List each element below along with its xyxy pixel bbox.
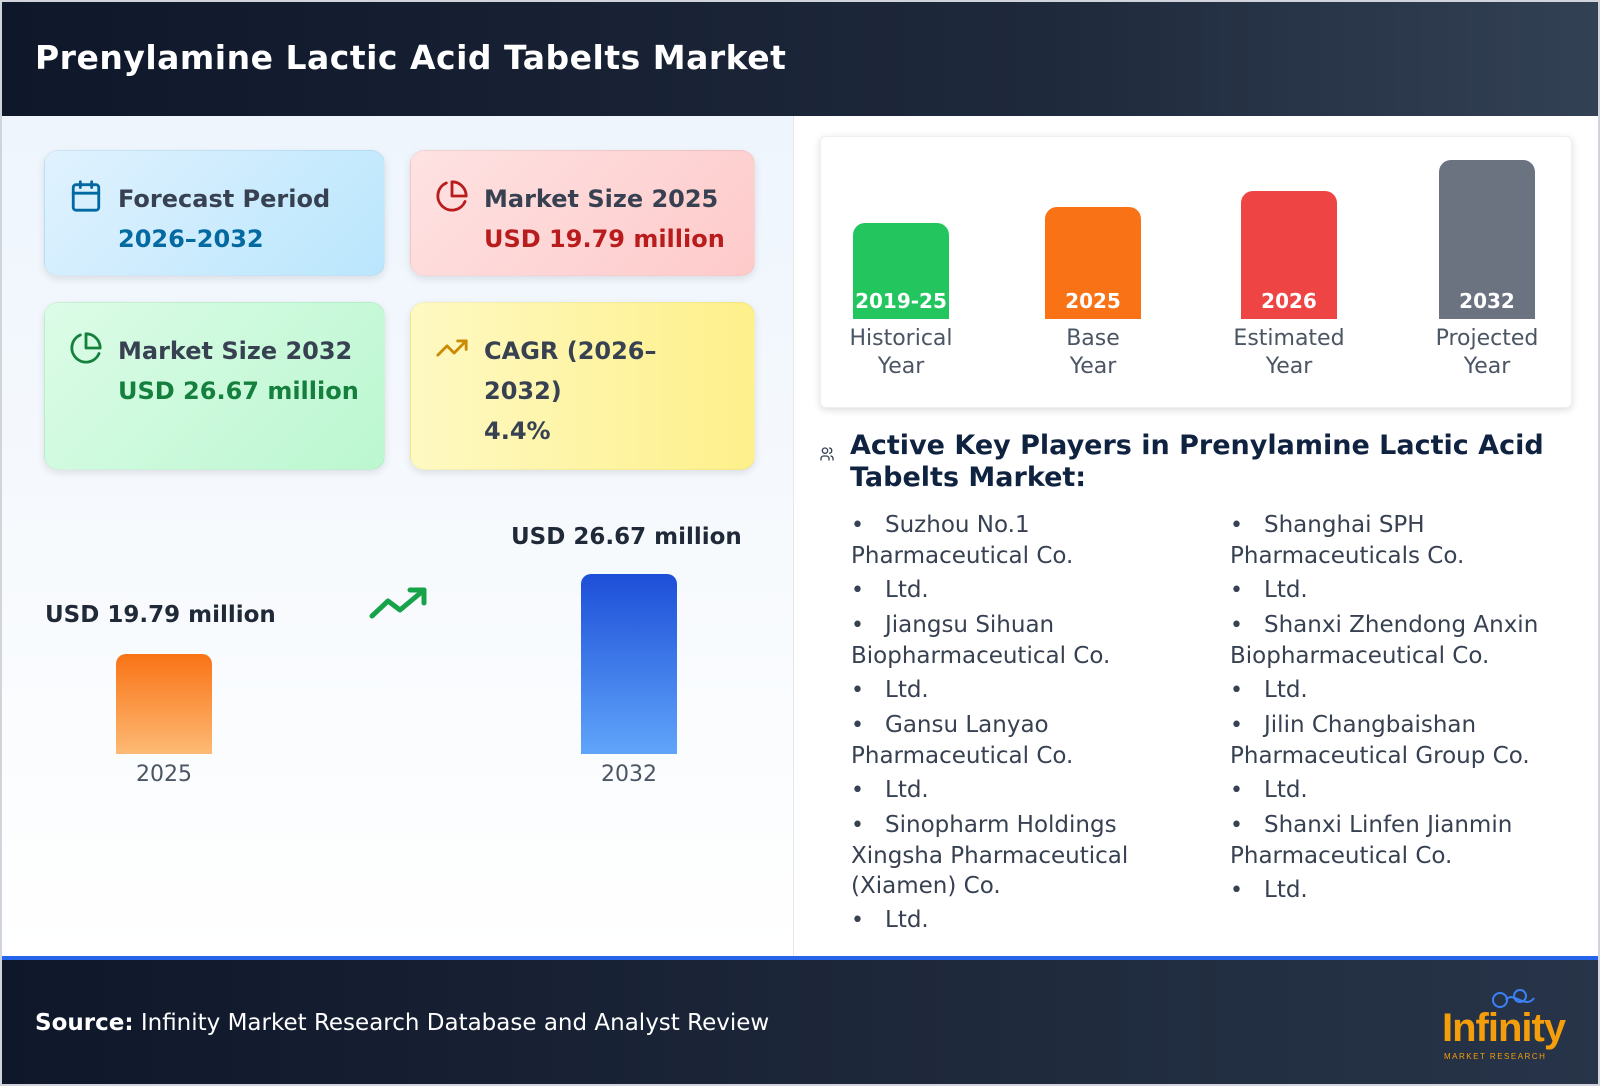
market-size-2032-card: Market Size 2032 USD 26.67 million <box>44 302 385 470</box>
timeline-caption-line1: Historical <box>849 326 953 351</box>
list-item: Shanxi Zhendong Anxin Biopharmaceutical … <box>1230 610 1580 671</box>
list-item: Ltd. <box>851 675 1211 706</box>
cagr-value: 4.4% <box>484 417 551 445</box>
growth-bar-2025 <box>116 654 212 754</box>
logo-mark-icon <box>1492 989 1535 1008</box>
list-item: Ltd. <box>1230 675 1580 706</box>
trending-up-icon <box>369 587 427 619</box>
source-label: Source: <box>35 1010 134 1036</box>
growth-bar-2032 <box>581 574 677 754</box>
trending-up-icon <box>436 339 468 357</box>
timeline-bar: 2026 <box>1241 191 1337 319</box>
cagr-card: CAGR (2026–2032) 4.4% <box>410 302 755 470</box>
logo-word: Infinity <box>1442 1006 1566 1050</box>
list-item: Shanghai SPH Pharmaceuticals Co. <box>1230 510 1580 571</box>
market-size-2032-value: USD 26.67 million <box>118 377 359 405</box>
source-text: Infinity Market Research Database and An… <box>140 1010 770 1036</box>
right-panel: 2019-25 Historical Year 2025 Base Year 2 <box>795 116 1598 956</box>
list-item: Ltd. <box>851 575 1211 606</box>
market-size-2025-title: Market Size 2025 <box>484 185 719 213</box>
timeline-estimated: 2026 Estimated Year <box>1219 137 1359 409</box>
key-players-list-left: Suzhou No.1 Pharmaceutical Co. Ltd. Jian… <box>851 510 1211 940</box>
pie-chart-icon <box>436 180 468 212</box>
timeline-bar: 2019-25 <box>853 223 949 319</box>
timeline-caption: Base Year <box>1023 325 1163 381</box>
timeline-caption-line2: Year <box>877 354 925 379</box>
growth-start-year: 2025 <box>136 762 192 787</box>
cagr-title: CAGR (2026–2032) <box>484 337 657 405</box>
forecast-period-title: Forecast Period <box>118 185 331 213</box>
timeline-caption: Estimated Year <box>1219 325 1359 381</box>
brand-logo: Infinity MARKET RESEARCH <box>1440 986 1570 1066</box>
growth-end-label: USD 26.67 million <box>511 524 742 550</box>
timeline-year: 2025 <box>1065 289 1121 313</box>
market-size-2025-card: Market Size 2025 USD 19.79 million <box>410 150 755 276</box>
forecast-period-card: Forecast Period 2026–2032 <box>44 150 385 276</box>
growth-end-year: 2032 <box>601 762 657 787</box>
timeline-projected: 2032 Projected Year <box>1417 137 1557 409</box>
footer: Source: Infinity Market Research Databas… <box>2 956 1598 1084</box>
growth-start-label: USD 19.79 million <box>45 602 276 628</box>
list-item: Suzhou No.1 Pharmaceutical Co. <box>851 510 1211 571</box>
timeline-caption: Projected Year <box>1417 325 1557 381</box>
list-item: Ltd. <box>851 905 1211 936</box>
timeline-caption-line1: Estimated <box>1233 326 1345 351</box>
timeline-bar: 2032 <box>1439 160 1535 319</box>
key-players-list-right: Shanghai SPH Pharmaceuticals Co. Ltd. Sh… <box>1230 510 1580 910</box>
timeline-bar: 2025 <box>1045 207 1141 319</box>
list-item: Ltd. <box>851 775 1211 806</box>
list-item: Shanxi Linfen Jianmin Pharmaceutical Co. <box>1230 810 1580 871</box>
logo-subtitle: MARKET RESEARCH <box>1444 1052 1547 1061</box>
forecast-period-value: 2026–2032 <box>118 225 264 253</box>
list-item: Ltd. <box>1230 575 1580 606</box>
timeline-caption-line2: Year <box>1463 354 1511 379</box>
list-item: Ltd. <box>1230 875 1580 906</box>
users-icon <box>820 447 834 461</box>
timeline-year: 2032 <box>1459 289 1515 313</box>
list-item: Ltd. <box>1230 775 1580 806</box>
timeline-year: 2019-25 <box>855 289 947 313</box>
pie-chart-icon <box>70 332 102 364</box>
timeline-caption-line1: Base <box>1066 326 1120 351</box>
source-line: Source: Infinity Market Research Databas… <box>35 1010 769 1036</box>
list-item: Jiangsu Sihuan Biopharmaceutical Co. <box>851 610 1211 671</box>
timeline-year: 2026 <box>1261 289 1317 313</box>
calendar-icon <box>71 180 101 212</box>
key-players-title: Active Key Players in Prenylamine Lactic… <box>850 430 1544 493</box>
list-item: Jilin Changbaishan Pharmaceutical Group … <box>1230 710 1580 771</box>
timeline-caption-line2: Year <box>1265 354 1313 379</box>
list-item: Sinopharm Holdings Xingsha Pharmaceutica… <box>851 810 1211 901</box>
timeline-caption: Historical Year <box>831 325 971 381</box>
timeline-card: 2019-25 Historical Year 2025 Base Year 2 <box>820 136 1572 408</box>
timeline-base: 2025 Base Year <box>1023 137 1163 409</box>
market-size-2032-title: Market Size 2032 <box>118 337 353 365</box>
left-panel: Forecast Period 2026–2032 Market Size 20… <box>2 116 794 956</box>
timeline-caption-line1: Projected <box>1435 326 1539 351</box>
list-item: Gansu Lanyao Pharmaceutical Co. <box>851 710 1211 771</box>
header: Prenylamine Lactic Acid Tabelts Market <box>2 2 1598 116</box>
market-size-2025-value: USD 19.79 million <box>484 225 725 253</box>
page-title: Prenylamine Lactic Acid Tabelts Market <box>35 38 787 77</box>
timeline-caption-line2: Year <box>1069 354 1117 379</box>
timeline-historical: 2019-25 Historical Year <box>831 137 971 409</box>
